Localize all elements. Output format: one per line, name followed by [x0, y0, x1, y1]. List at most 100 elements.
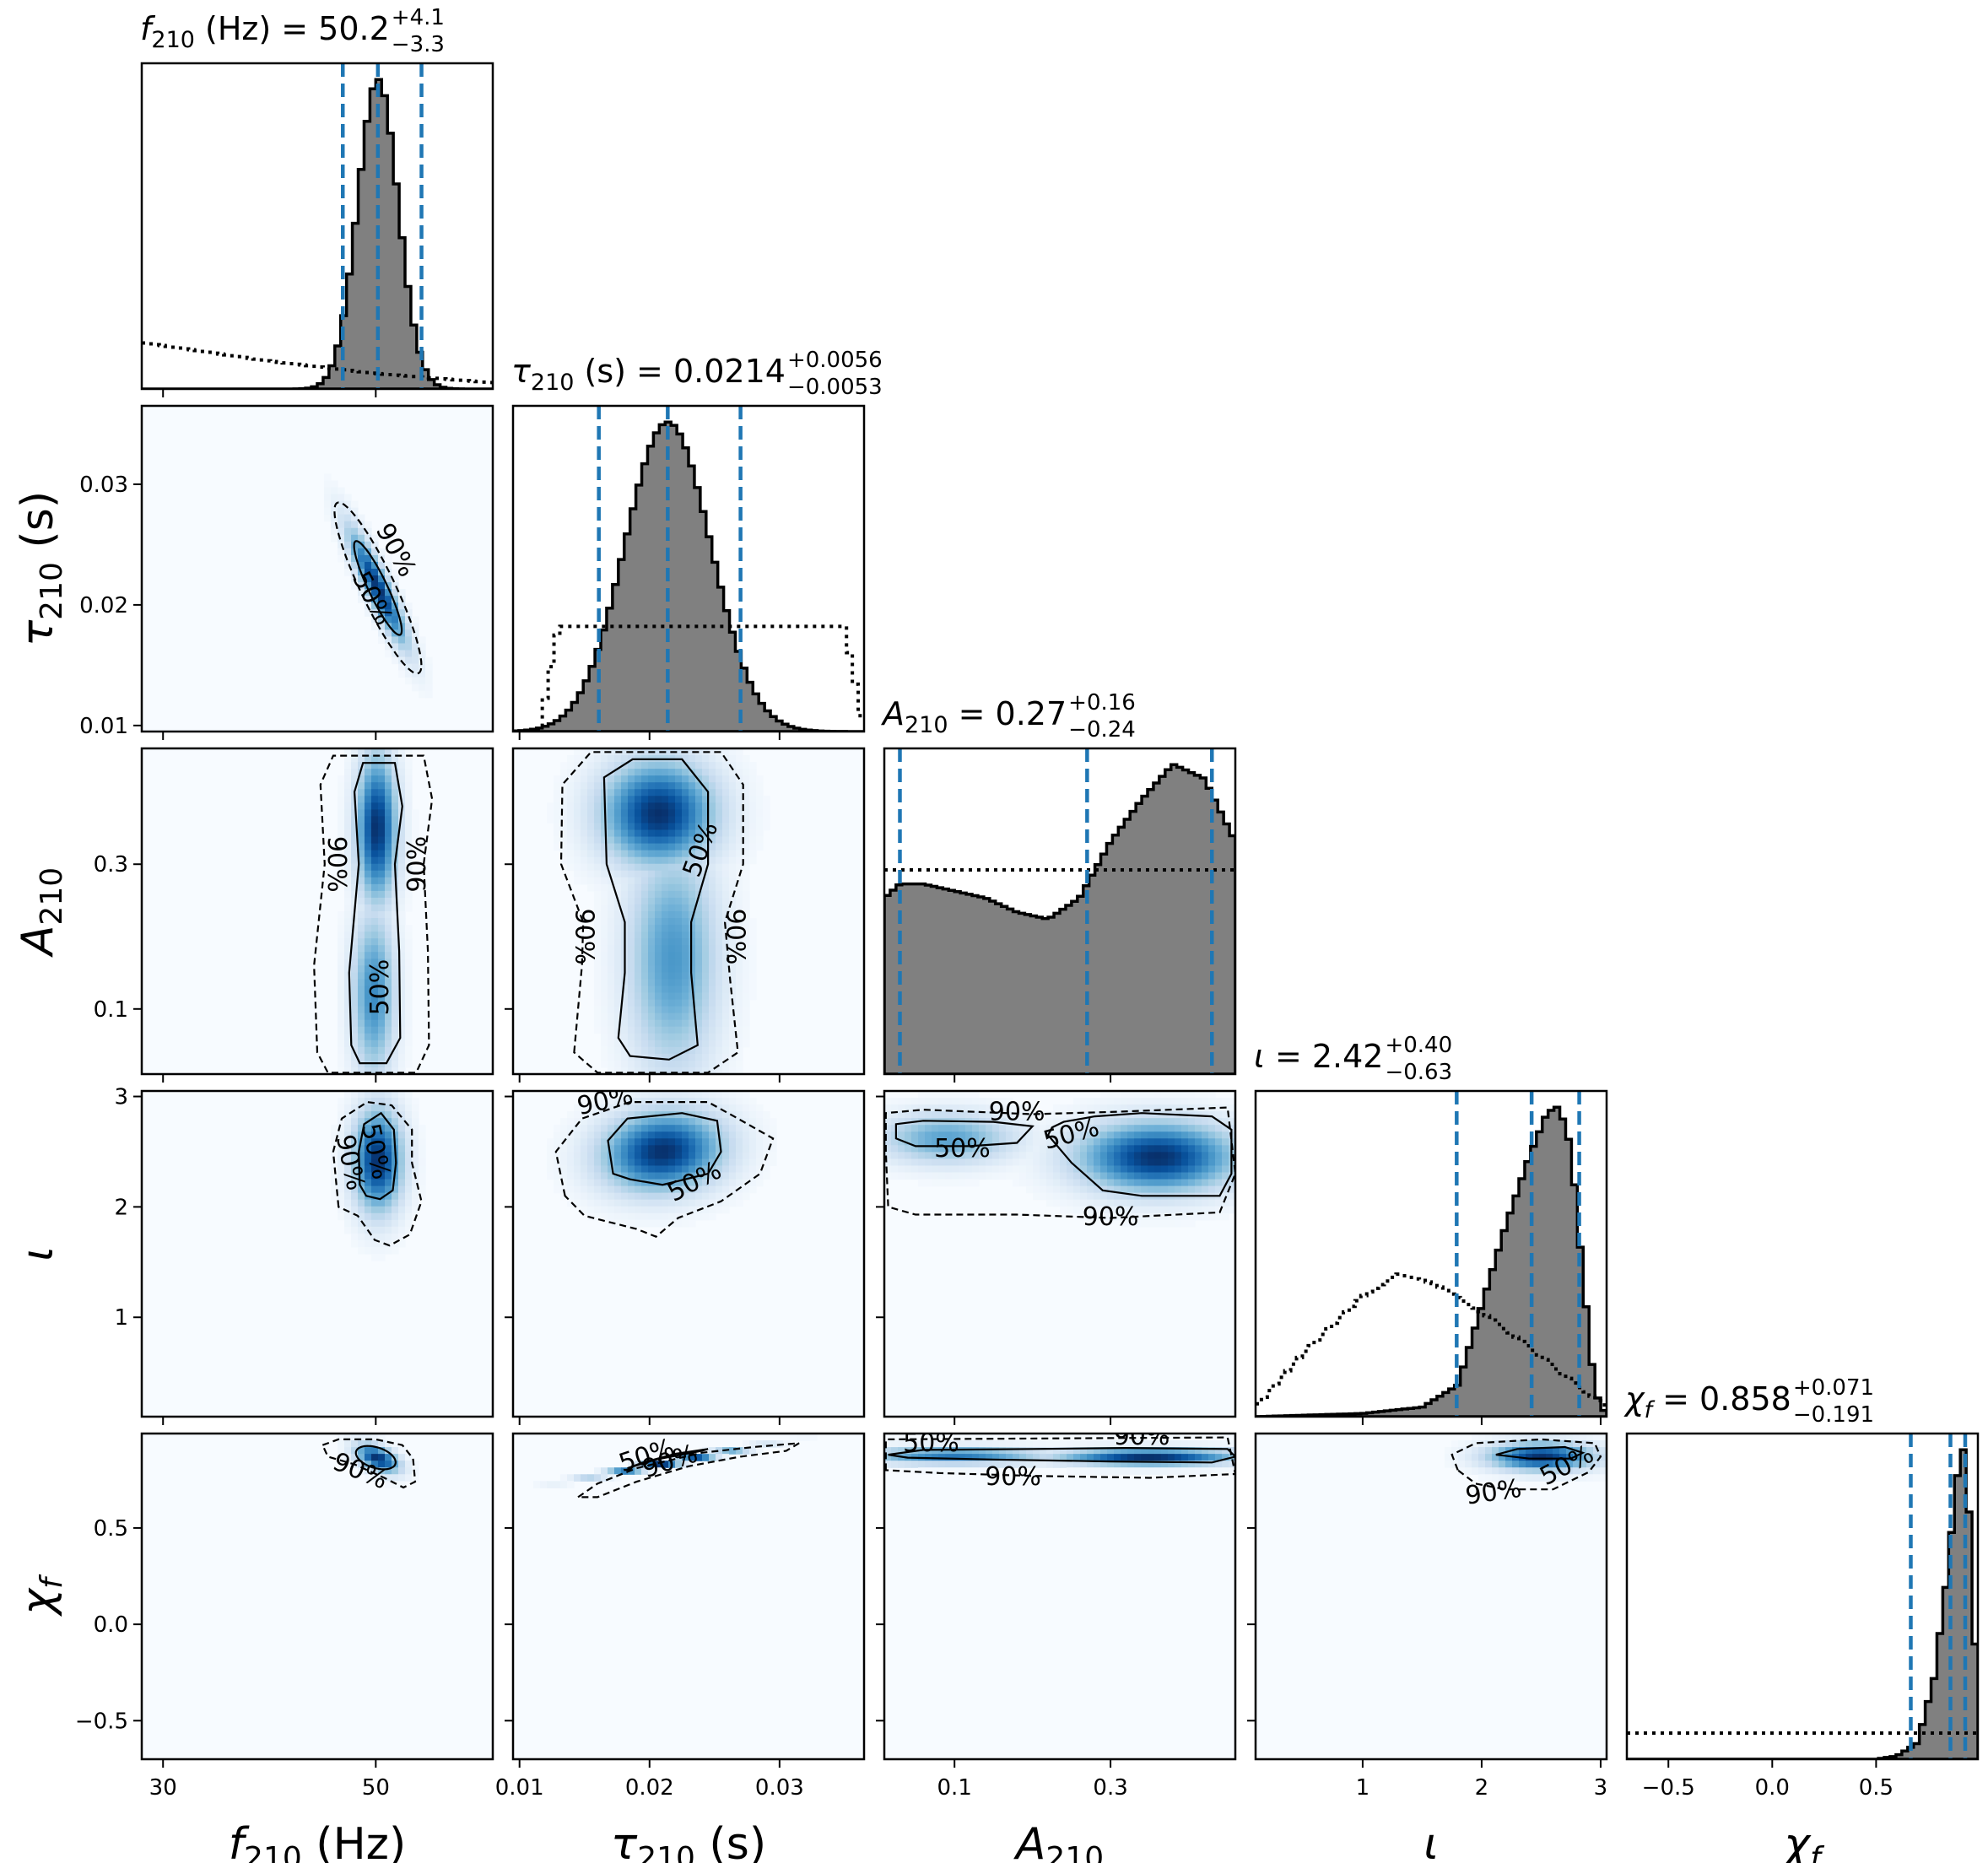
- density-cell: [594, 925, 602, 932]
- density-cell: [1073, 1447, 1081, 1455]
- density-cell: [736, 863, 743, 872]
- density-cell: [1445, 1461, 1452, 1468]
- density-cell: [1208, 1206, 1216, 1214]
- density-cell: [1046, 1447, 1054, 1455]
- density-cell: [594, 1179, 602, 1187]
- density-cell: [932, 1145, 939, 1153]
- density-cell: [344, 809, 352, 818]
- density-cell: [614, 856, 622, 865]
- density-cell: [338, 1012, 345, 1021]
- density-cell: [648, 1026, 656, 1034]
- density-cell: [1026, 1165, 1034, 1174]
- density-cell: [1175, 1138, 1182, 1146]
- density-cell: [392, 1066, 399, 1074]
- density-cell: [1148, 1131, 1155, 1139]
- density-cell: [972, 1461, 980, 1468]
- density-cell: [392, 636, 399, 645]
- density-cell: [1121, 1219, 1128, 1228]
- density-cell: [891, 1172, 899, 1180]
- density-cell: [405, 636, 413, 645]
- density-cell: [986, 1440, 993, 1448]
- density-cell: [979, 1131, 986, 1139]
- density-cell: [338, 972, 345, 980]
- density-cell: [344, 816, 352, 824]
- density-cell: [344, 897, 352, 905]
- density-cell: [344, 1172, 352, 1180]
- density-cell: [635, 1219, 642, 1228]
- density-cell: [635, 999, 642, 1007]
- density-cell: [1208, 1111, 1216, 1119]
- density-cell: [608, 1046, 615, 1055]
- density-cell: [716, 1454, 723, 1461]
- density-cell: [344, 1046, 352, 1055]
- density-cell: [1472, 1440, 1479, 1448]
- density-cell: [1168, 1098, 1175, 1105]
- density-cell: [709, 1192, 716, 1201]
- panel-iota-vs-A210: 90%50% 50%90%: [876, 1089, 1237, 1425]
- density-cell: [338, 487, 345, 495]
- density-cell: [1100, 1104, 1108, 1112]
- density-cell: [344, 883, 352, 892]
- density-cell: [702, 945, 710, 953]
- density-cell: [344, 945, 352, 953]
- density-cell: [608, 945, 615, 953]
- density-cell: [702, 863, 710, 872]
- density-cell: [412, 643, 419, 651]
- density-cell: [722, 1165, 730, 1174]
- density-cell: [655, 952, 662, 959]
- density-cell: [560, 802, 568, 810]
- density-cell: [378, 1440, 386, 1448]
- density-cell: [1148, 1091, 1155, 1099]
- density-cell: [1229, 1199, 1235, 1207]
- density-cell: [344, 1091, 352, 1099]
- density-cell: [1094, 1131, 1101, 1139]
- density-cell: [641, 1165, 649, 1174]
- density-cell: [587, 1098, 595, 1105]
- density-cell: [1019, 1447, 1027, 1455]
- density-cell: [648, 1212, 656, 1221]
- density-cell: [554, 775, 561, 783]
- density-cell: [675, 897, 683, 905]
- title-symbol: A: [880, 695, 905, 732]
- panel-frame: [140, 747, 494, 1076]
- density-cell: [344, 999, 352, 1007]
- density-cell: [749, 802, 757, 810]
- title-minus: −0.63: [1385, 1060, 1452, 1085]
- density-cell: [1107, 1212, 1115, 1221]
- density-cell: [365, 1040, 372, 1048]
- symbol-unit: (s): [695, 1819, 766, 1863]
- density-cell: [385, 1199, 392, 1207]
- density-cell: [635, 1467, 642, 1475]
- density-cell: [898, 1145, 905, 1153]
- density-cell: [365, 1091, 372, 1099]
- density-cell: [621, 883, 629, 892]
- density-cell: [331, 1131, 338, 1139]
- density-cell: [621, 755, 629, 763]
- density-cell: [587, 782, 595, 790]
- density-cell: [358, 1239, 365, 1248]
- density-cell: [668, 972, 676, 980]
- density-cell: [344, 992, 352, 1001]
- density-cell: [594, 796, 602, 803]
- density-cell: [702, 890, 710, 899]
- density-cell: [587, 843, 595, 851]
- density-cell: [668, 1012, 676, 1021]
- density-cell: [675, 775, 683, 783]
- density-cell: [702, 918, 710, 926]
- density-cell: [1600, 1461, 1607, 1468]
- density-cell: [621, 1131, 629, 1139]
- density-cell: [635, 883, 642, 892]
- density-cell: [925, 1165, 932, 1174]
- density-cell: [695, 958, 703, 966]
- density-cell: [628, 1098, 635, 1105]
- density-cell: [621, 1172, 629, 1180]
- density-cell: [365, 843, 372, 851]
- density-cell: [412, 809, 419, 818]
- panel-title: τ210 (s) = 0.0214: [511, 353, 786, 396]
- density-cell: [695, 870, 703, 878]
- density-cell: [702, 843, 710, 851]
- density-cell: [641, 958, 649, 966]
- density-cell: [608, 1019, 615, 1028]
- density-cell: [1067, 1206, 1074, 1214]
- density-cell: [884, 1111, 892, 1119]
